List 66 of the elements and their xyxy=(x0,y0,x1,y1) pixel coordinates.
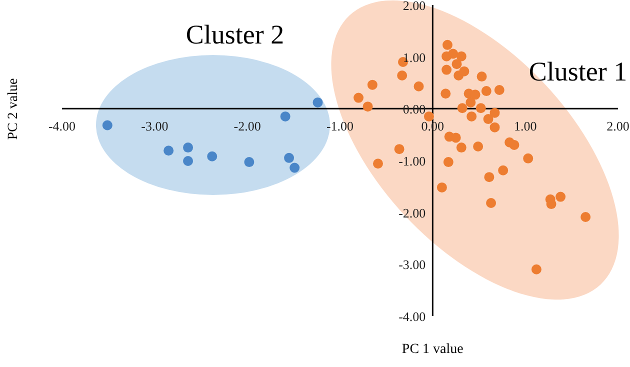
point xyxy=(456,51,466,62)
point xyxy=(476,72,487,82)
point xyxy=(164,146,174,156)
point xyxy=(494,85,504,96)
point xyxy=(450,132,461,143)
point xyxy=(280,111,290,122)
point xyxy=(580,212,591,222)
point xyxy=(473,142,484,152)
y-tick-label: -4.00 xyxy=(398,309,426,324)
x-tick-label: -3.00 xyxy=(141,118,168,134)
point xyxy=(183,156,194,166)
point xyxy=(367,80,378,90)
point xyxy=(486,198,496,208)
point xyxy=(207,151,218,162)
point xyxy=(466,97,476,108)
point xyxy=(483,114,494,124)
point xyxy=(372,158,383,169)
point xyxy=(394,144,404,154)
point xyxy=(440,88,451,99)
point xyxy=(466,111,477,122)
point xyxy=(424,111,434,122)
point xyxy=(448,48,458,59)
point xyxy=(312,97,323,108)
point xyxy=(476,103,486,114)
point xyxy=(470,90,480,100)
point xyxy=(284,152,294,163)
annotation: Cluster 2 xyxy=(186,20,284,50)
x-axis-title: PC 1 value xyxy=(402,342,464,358)
point xyxy=(459,66,470,76)
x-tick-label: 2.00 xyxy=(606,118,630,134)
point xyxy=(362,102,373,112)
y-tick-label: -3.00 xyxy=(398,257,426,272)
point xyxy=(183,142,194,153)
y-tick-label: 1.00 xyxy=(402,50,426,65)
x-tick-label: -4.00 xyxy=(48,118,76,134)
x-tick-label: -2.00 xyxy=(234,118,261,134)
point xyxy=(457,103,468,114)
point xyxy=(490,122,500,132)
point xyxy=(244,157,254,168)
point xyxy=(531,264,542,274)
point xyxy=(290,162,300,173)
point xyxy=(498,165,508,176)
x-tick-label: 1.00 xyxy=(514,118,537,134)
point xyxy=(354,92,364,103)
point xyxy=(414,81,424,92)
point xyxy=(397,70,408,80)
y-axis-title: PC 2 value xyxy=(6,78,22,140)
point xyxy=(523,153,534,164)
x-tick-label: -1.00 xyxy=(326,118,354,134)
annotation: Cluster 1 xyxy=(528,56,628,88)
point xyxy=(481,86,492,96)
point xyxy=(456,142,466,153)
y-tick-label: -1.00 xyxy=(398,154,426,168)
point xyxy=(443,157,454,168)
point xyxy=(436,182,447,192)
point xyxy=(442,40,452,50)
point xyxy=(556,192,566,202)
point xyxy=(442,64,452,75)
point xyxy=(546,199,556,210)
point xyxy=(452,59,462,70)
y-tick-label: 2.00 xyxy=(402,0,426,13)
point xyxy=(102,120,112,130)
y-tick-label: -2.00 xyxy=(398,205,426,220)
point xyxy=(484,172,494,182)
point xyxy=(490,108,500,118)
point xyxy=(509,140,520,150)
